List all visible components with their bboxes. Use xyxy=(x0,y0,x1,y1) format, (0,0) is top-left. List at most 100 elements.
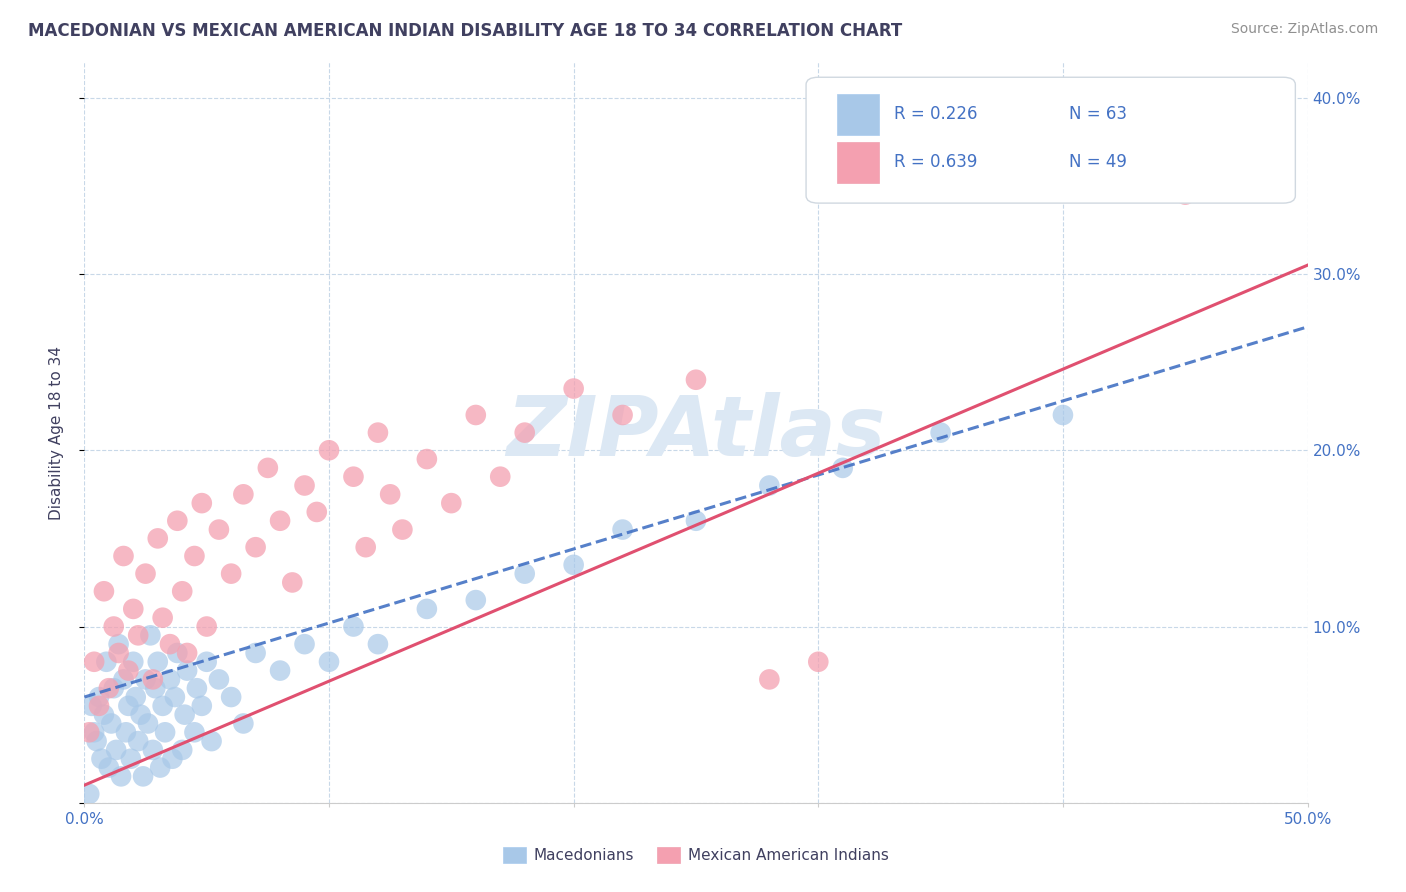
Point xyxy=(807,655,830,669)
Point xyxy=(87,690,110,704)
FancyBboxPatch shape xyxy=(806,78,1295,203)
Point xyxy=(166,646,188,660)
Point xyxy=(100,716,122,731)
Point xyxy=(132,769,155,783)
Point xyxy=(257,461,280,475)
Point xyxy=(195,619,218,633)
Point xyxy=(77,787,100,801)
Point xyxy=(110,769,132,783)
Point xyxy=(93,584,115,599)
Point xyxy=(172,584,194,599)
Point xyxy=(83,725,105,739)
Point xyxy=(232,487,254,501)
Point xyxy=(269,664,291,678)
Point xyxy=(135,673,157,687)
Point xyxy=(83,655,105,669)
Point xyxy=(107,646,129,660)
Point xyxy=(80,698,103,713)
Text: R = 0.639: R = 0.639 xyxy=(894,153,977,171)
Point xyxy=(97,760,120,774)
Point xyxy=(139,628,162,642)
Point xyxy=(105,743,128,757)
Point xyxy=(122,602,145,616)
Point xyxy=(153,725,176,739)
Point xyxy=(93,707,115,722)
Point xyxy=(1247,169,1270,184)
Point xyxy=(318,443,340,458)
Point xyxy=(685,514,707,528)
Point xyxy=(163,690,186,704)
Point xyxy=(245,540,267,554)
Point xyxy=(112,549,135,563)
Point xyxy=(294,637,316,651)
Point xyxy=(176,664,198,678)
Point xyxy=(159,673,181,687)
Text: N = 49: N = 49 xyxy=(1069,153,1128,171)
Text: N = 63: N = 63 xyxy=(1069,105,1128,123)
Point xyxy=(416,602,439,616)
Point xyxy=(112,673,135,687)
Point xyxy=(342,469,364,483)
FancyBboxPatch shape xyxy=(837,94,880,135)
Point xyxy=(208,523,231,537)
Point xyxy=(159,637,181,651)
Point xyxy=(172,743,194,757)
Point xyxy=(354,540,377,554)
Point xyxy=(191,496,214,510)
Point xyxy=(318,655,340,669)
Point xyxy=(281,575,304,590)
Point xyxy=(269,514,291,528)
Point xyxy=(125,690,148,704)
Point xyxy=(245,646,267,660)
Point xyxy=(612,408,634,422)
FancyBboxPatch shape xyxy=(837,142,880,183)
Point xyxy=(152,610,174,624)
Point xyxy=(166,514,188,528)
Y-axis label: Disability Age 18 to 34: Disability Age 18 to 34 xyxy=(49,345,63,520)
Point xyxy=(142,743,165,757)
Point xyxy=(162,752,184,766)
Point xyxy=(831,461,853,475)
Point xyxy=(86,734,108,748)
Point xyxy=(146,532,169,546)
Point xyxy=(183,549,205,563)
Point xyxy=(208,673,231,687)
Point xyxy=(440,496,463,510)
Point xyxy=(117,664,139,678)
Point xyxy=(103,619,125,633)
Point xyxy=(464,593,486,607)
Point xyxy=(97,681,120,696)
Point xyxy=(562,558,585,572)
Point xyxy=(173,707,195,722)
Point xyxy=(929,425,952,440)
Point xyxy=(136,716,159,731)
Point xyxy=(342,619,364,633)
Point xyxy=(367,637,389,651)
Point xyxy=(129,707,152,722)
Point xyxy=(176,646,198,660)
Point xyxy=(612,523,634,537)
Point xyxy=(195,655,218,669)
Point xyxy=(367,425,389,440)
Point xyxy=(143,681,166,696)
Point xyxy=(489,469,512,483)
Point xyxy=(391,523,413,537)
Text: MACEDONIAN VS MEXICAN AMERICAN INDIAN DISABILITY AGE 18 TO 34 CORRELATION CHART: MACEDONIAN VS MEXICAN AMERICAN INDIAN DI… xyxy=(28,22,903,40)
Point xyxy=(77,725,100,739)
Point xyxy=(685,373,707,387)
Legend: Macedonians, Mexican American Indians: Macedonians, Mexican American Indians xyxy=(498,841,894,869)
Point xyxy=(294,478,316,492)
Point xyxy=(90,752,112,766)
Point xyxy=(758,478,780,492)
Point xyxy=(152,698,174,713)
Point xyxy=(127,734,149,748)
Point xyxy=(758,673,780,687)
Point xyxy=(1052,408,1074,422)
Point xyxy=(183,725,205,739)
Point xyxy=(135,566,157,581)
Point xyxy=(219,690,242,704)
Point xyxy=(305,505,328,519)
Point xyxy=(122,655,145,669)
Point xyxy=(219,566,242,581)
Point xyxy=(416,452,439,467)
